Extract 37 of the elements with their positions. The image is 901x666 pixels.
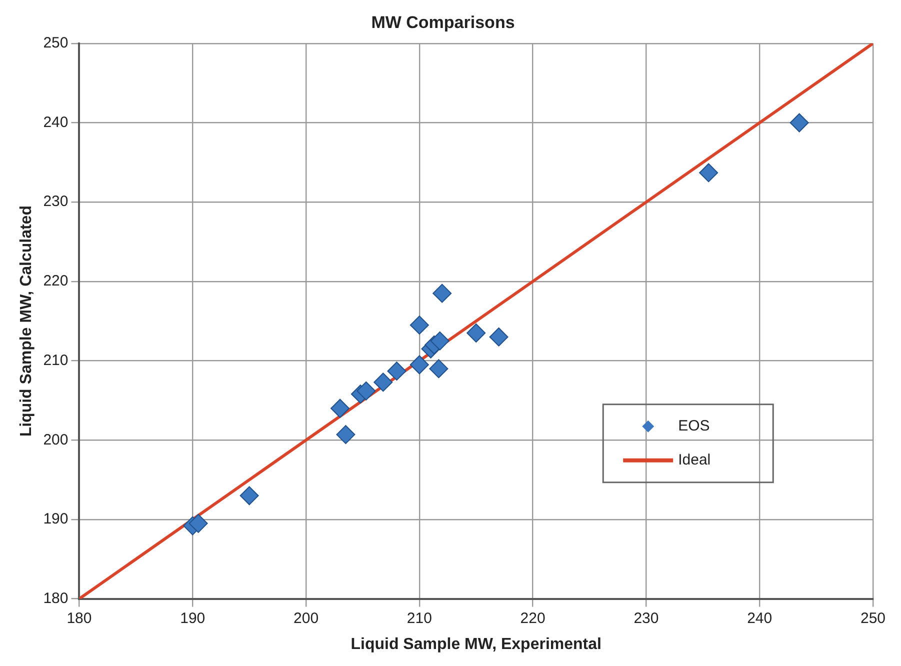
y-tick-label: 250 [43,34,68,52]
y-tick-label: 240 [43,114,68,131]
point [790,113,809,132]
point [240,486,259,506]
legend-label: Ideal [678,452,711,469]
x-tick-label: 250 [860,610,886,627]
legend-label: EOS [678,418,710,435]
y-tick-label: 220 [43,272,68,290]
chart-title: MW Comparisons [371,12,515,32]
x-tick-label: 230 [634,610,659,627]
point [466,324,486,342]
point [410,316,429,335]
y-tick-label: 230 [43,193,68,210]
point [387,362,406,381]
point [188,514,208,533]
y-tick-label: 180 [43,590,68,607]
y-axis-title: Liquid Sample MW, Calculated [18,206,36,437]
point [699,163,718,182]
x-tick-label: 210 [406,610,432,627]
y-tick-label: 210 [43,352,68,369]
point [489,327,508,346]
point [336,425,356,444]
x-tick-label: 220 [520,610,546,627]
x-tick-label: 200 [294,610,319,627]
point [429,359,448,378]
point [330,398,350,418]
point [356,381,376,400]
point [374,372,393,392]
point [410,355,429,374]
y-tick-label: 190 [43,510,68,528]
x-axis-title: Liquid Sample MW, Experimental [350,636,602,653]
y-tick-label: 200 [43,431,68,448]
point [430,331,450,350]
point [432,284,452,303]
x-tick-label: 190 [180,610,206,627]
x-tick-label: 240 [747,610,772,627]
x-tick-label: 180 [66,610,92,627]
